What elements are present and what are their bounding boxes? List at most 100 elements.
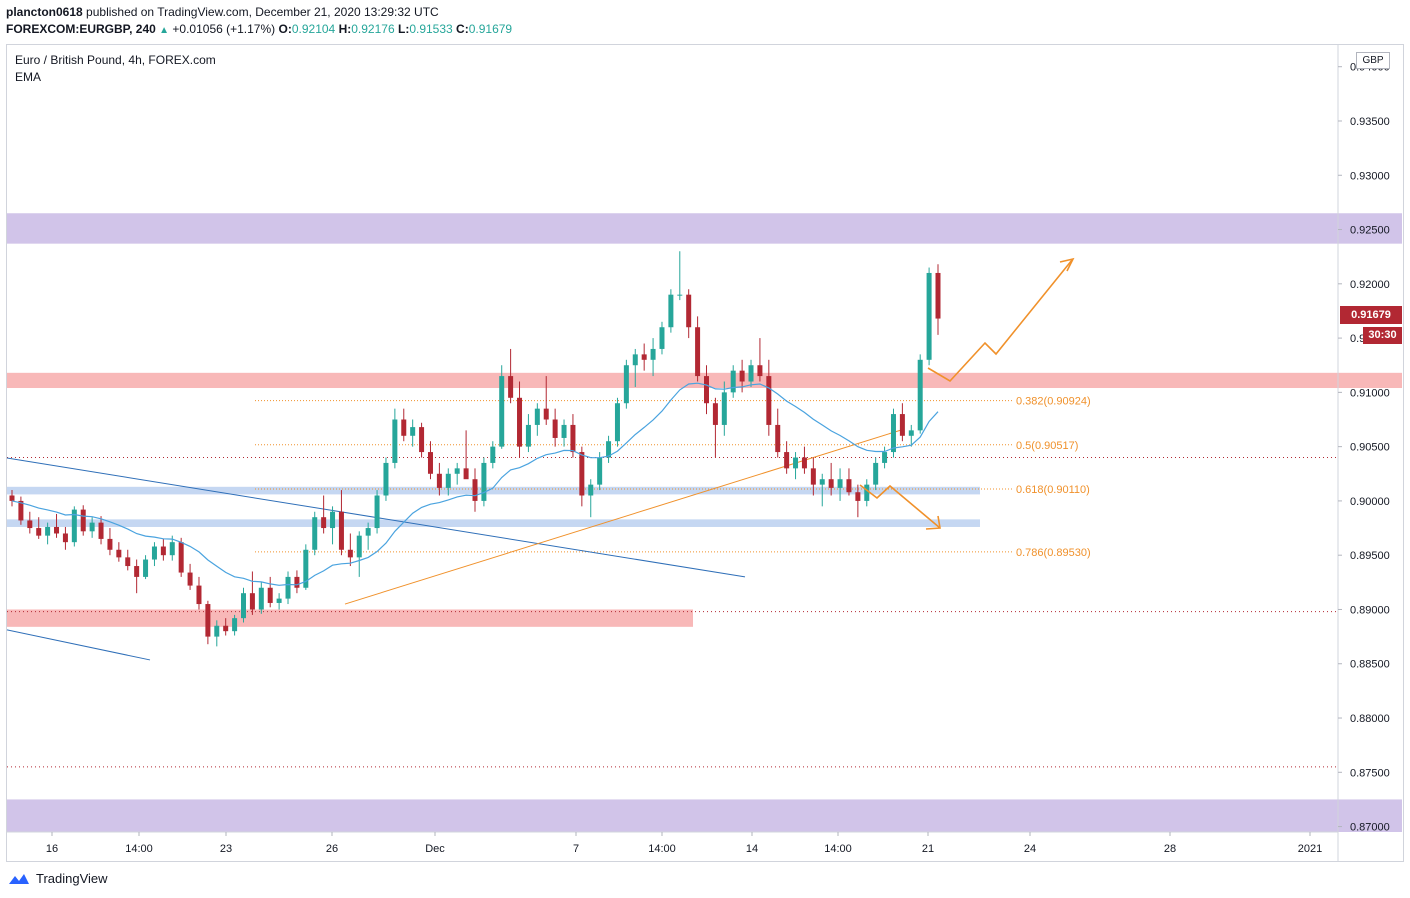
price-tick-label-4: 0.89000 [1350, 604, 1390, 616]
bar-countdown-tag: 30:30 [1363, 327, 1402, 344]
bearish-projection-arrowhead [925, 515, 941, 530]
ascending-trendline [344, 429, 901, 605]
candle-body [552, 419, 558, 438]
low-value: 0.91533 [409, 22, 453, 36]
candle-body [312, 517, 318, 550]
time-tick-label-9: 21 [922, 843, 934, 855]
candle-body [935, 272, 941, 319]
legend-indicator[interactable]: EMA [15, 70, 42, 84]
candle-body [597, 457, 603, 485]
candle-body [241, 593, 246, 619]
change-value: +0.01056 (+1.17%) [172, 22, 276, 36]
candle-body [873, 462, 879, 485]
price-tick-label-0: 0.87000 [1350, 822, 1390, 834]
ema-line [11, 382, 939, 586]
low-label: L: [397, 22, 410, 36]
candle-body [472, 479, 478, 501]
price-tick-label-8: 0.91000 [1350, 387, 1390, 399]
candle-body [276, 598, 282, 603]
candle-body [463, 468, 469, 480]
time-tick-label-6: 14:00 [648, 843, 676, 855]
chart-frame [6, 44, 1404, 862]
candle-body [899, 414, 905, 436]
candle-body [543, 408, 549, 420]
time-tick-label-12: 2021 [1298, 843, 1322, 855]
support-zone-red [7, 609, 693, 627]
candle-body [392, 419, 398, 463]
candle-body [784, 452, 790, 469]
candle-body [508, 376, 514, 398]
candle-body [855, 492, 861, 501]
candle-body [730, 370, 736, 393]
time-tick-label-2: 23 [220, 843, 232, 855]
descending-trendline-2 [6, 629, 151, 661]
candle-body [62, 533, 68, 543]
candle-body [490, 446, 496, 463]
price-tick-label-12: 0.93000 [1350, 170, 1390, 182]
candle-body [926, 272, 932, 360]
chart-legend: Euro / British Pound, 4h, FOREX.com EMA [15, 52, 216, 86]
candle-body [134, 566, 140, 577]
candle-body [356, 535, 362, 558]
candle-body [205, 604, 211, 637]
candle-body [214, 625, 220, 637]
candle-body [232, 618, 238, 632]
candle-body [481, 462, 487, 501]
footer-brand[interactable]: TradingView [36, 871, 108, 886]
symbol-label: FOREXCOM:EURGBP, 240 [6, 22, 156, 36]
publisher-name[interactable]: plancton0618 [6, 5, 83, 19]
candle-body [267, 587, 273, 603]
candle-body [303, 549, 309, 588]
candle-body [908, 430, 914, 436]
candle-body [54, 526, 60, 534]
candle-body [721, 392, 727, 425]
open-label: O: [278, 22, 292, 36]
candle-body [223, 625, 229, 632]
candle-body [383, 462, 389, 496]
close-value: 0.91679 [468, 22, 513, 36]
candle-body [668, 294, 674, 328]
time-tick-label-0: 16 [46, 843, 58, 855]
currency-badge[interactable]: GBP [1356, 52, 1390, 69]
support-zone-lower [7, 799, 1402, 832]
candle-body [606, 441, 612, 458]
footer: TradingView [8, 871, 108, 886]
candle-body [36, 528, 42, 536]
candle-body [445, 473, 451, 488]
bearish-projection-path [859, 484, 941, 529]
candle-body [249, 593, 255, 610]
candle-body [739, 370, 745, 382]
candle-body [71, 509, 77, 543]
candle-body [125, 557, 131, 567]
candle-body [365, 528, 371, 536]
candle-body [517, 397, 523, 447]
candle-body [98, 522, 104, 539]
tradingview-logo-icon[interactable] [8, 872, 30, 886]
candle-body [766, 376, 772, 425]
candle-body [285, 576, 291, 599]
candle-body [499, 376, 505, 447]
price-tick-label-10: 0.92000 [1350, 279, 1390, 291]
candle-body [294, 576, 300, 588]
legend-title[interactable]: Euro / British Pound, 4h, FOREX.com [15, 53, 216, 67]
candle-body [686, 294, 692, 328]
candle-body [347, 549, 353, 558]
price-tick-label-2: 0.88000 [1350, 713, 1390, 725]
candle-body [107, 538, 113, 550]
candle-body [187, 572, 193, 586]
candle-body [828, 479, 834, 488]
candle-body [650, 348, 656, 360]
candle-body [436, 473, 442, 488]
time-tick-label-10: 24 [1024, 843, 1036, 855]
close-label: C: [456, 22, 469, 36]
candle-body [89, 522, 95, 532]
fib-level-label-1: 0.5(0.90517) [1016, 440, 1078, 452]
candle-body [748, 365, 754, 382]
candle-body [410, 427, 416, 436]
candle-body [864, 484, 870, 501]
candle-body [801, 457, 807, 469]
candle-body [561, 424, 567, 438]
candle-body [401, 419, 407, 436]
price-tick-label-3: 0.88500 [1350, 659, 1390, 671]
